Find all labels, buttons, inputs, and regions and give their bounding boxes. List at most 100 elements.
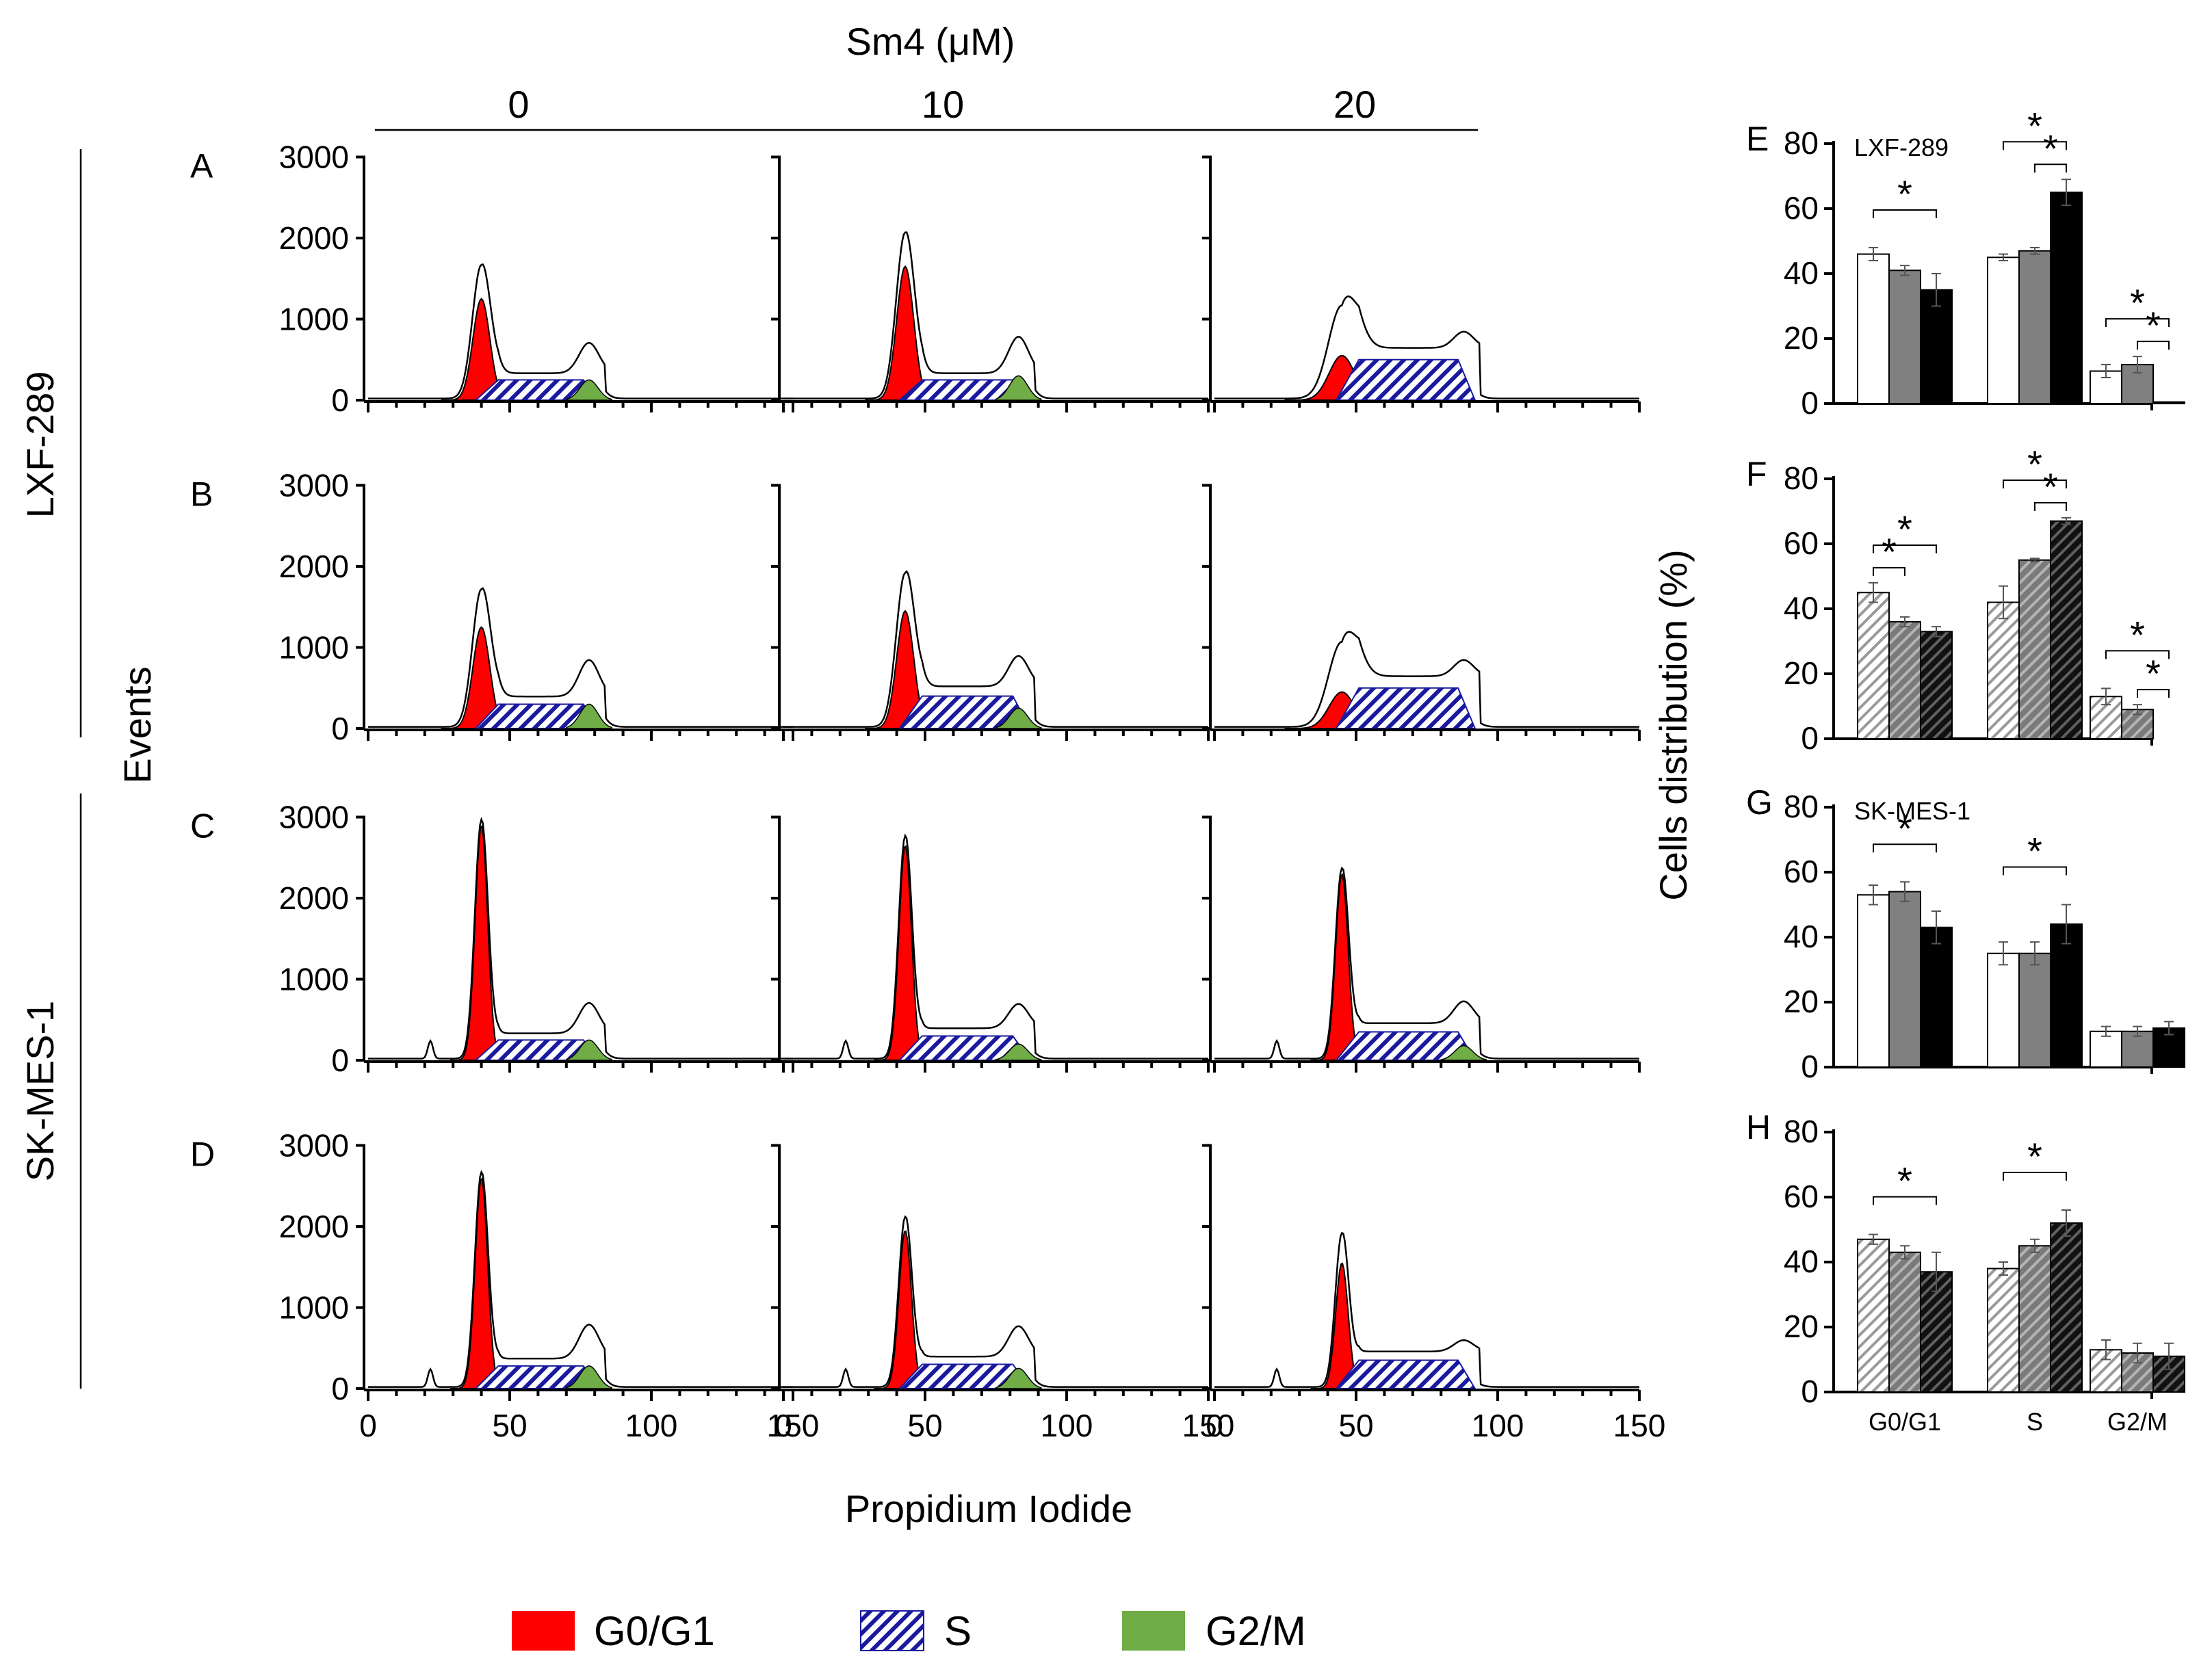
events-axis-label: Events <box>116 666 159 783</box>
category-label: G2/M <box>2107 1408 2168 1436</box>
legend-swatch-g2m <box>1122 1611 1185 1651</box>
dose-10: 10 <box>922 83 964 126</box>
panel-label-h: H <box>1746 1108 1771 1146</box>
x-tick-label: 150 <box>767 1408 820 1443</box>
y-tick-label: 20 <box>1784 984 1819 1019</box>
y-tick-label: 2000 <box>279 220 349 256</box>
histogram-outline <box>368 1170 793 1388</box>
y-tick-label: 3000 <box>279 800 349 835</box>
category-label: G0/G1 <box>1869 1408 1941 1436</box>
bar-2-2 <box>2152 401 2185 404</box>
significance-bracket <box>2137 689 2170 698</box>
y-tick-label: 2000 <box>279 1209 349 1244</box>
significance-bracket <box>2034 502 2067 511</box>
significance-star: * <box>2146 652 2161 695</box>
histogram-d-1: 0 50 100 150 <box>771 1144 1235 1443</box>
y-tick-label: 0 <box>331 711 349 746</box>
histogram-d-2: 0 50 100 150 <box>1202 1144 1666 1443</box>
x-tick-label: 100 <box>1472 1408 1524 1443</box>
y-tick-label: 80 <box>1784 460 1819 496</box>
panel-label-a: A <box>190 147 213 185</box>
s-phase-area <box>1334 1031 1476 1061</box>
g0g1-area <box>874 845 931 1061</box>
significance-star: * <box>1897 508 1912 551</box>
y-tick-label: 2000 <box>279 880 349 916</box>
x-tick-label: 100 <box>1041 1408 1093 1443</box>
significance-star: * <box>1897 1159 1912 1203</box>
significance-star: * <box>1882 530 1897 573</box>
histogram-c-2 <box>1202 815 1641 1073</box>
panel-label-c: C <box>190 807 215 845</box>
histogram-c-1 <box>771 815 1210 1073</box>
y-tick-label: 1000 <box>279 302 349 337</box>
s-phase-area <box>473 1039 602 1061</box>
x-tick-label: 50 <box>1338 1408 1373 1443</box>
bar-0-2 <box>1920 289 1953 404</box>
y-tick-label: 0 <box>331 382 349 418</box>
x-tick-label: 0 <box>359 1408 377 1443</box>
y-tick-label: 80 <box>1784 1114 1819 1149</box>
significance-star: * <box>2043 465 2058 508</box>
x-tick-label: 150 <box>1613 1408 1666 1443</box>
legend-label-g2m: G2/M <box>1206 1608 1306 1654</box>
bar-panel-g: G SK-MES-1 0 20 40 60 80 * * <box>1746 783 2185 1084</box>
y-tick-label: 40 <box>1784 919 1819 954</box>
s-phase-area <box>1334 1359 1476 1389</box>
significance-star: * <box>2146 304 2161 347</box>
bar-0-1 <box>1888 891 1921 1068</box>
g2m-area <box>566 379 612 401</box>
x-tick-label: 150 <box>1182 1408 1235 1443</box>
histogram-outline <box>368 263 793 399</box>
bar-0-1 <box>1888 1251 1921 1393</box>
g2m-area <box>995 1367 1042 1389</box>
y-tick-label: 3000 <box>279 468 349 503</box>
g2m-area <box>995 707 1042 729</box>
s-phase-area <box>473 379 602 401</box>
histogram-b-0: 0 1000 2000 3000 <box>279 468 794 746</box>
y-tick-label: 0 <box>1801 1374 1819 1409</box>
y-tick-label: 1000 <box>279 1290 349 1326</box>
significance-star: * <box>2130 281 2145 324</box>
significance-star: * <box>2027 830 2042 873</box>
category-label: S <box>2027 1408 2043 1436</box>
bar-2-0 <box>2090 1349 2122 1393</box>
bar-1-2 <box>2050 923 2083 1068</box>
cell-line-lxf: LXF-289 <box>18 371 62 519</box>
header-title: Sm4 (μM) <box>846 20 1015 63</box>
panel-label-d: D <box>190 1136 215 1174</box>
g2m-area <box>995 375 1042 401</box>
y-tick-label: 60 <box>1784 1179 1819 1214</box>
histogram-a-0: 0 1000 2000 3000 <box>279 140 794 418</box>
significance-bracket <box>2003 1172 2067 1181</box>
significance-star: * <box>2043 127 2058 170</box>
histogram-a-2 <box>1202 155 1641 412</box>
histogram-outline <box>368 587 793 728</box>
significance-bracket <box>1873 209 1937 218</box>
bar-1-1 <box>2018 952 2051 1068</box>
dose-20: 20 <box>1333 83 1376 126</box>
bar-1-0 <box>1987 257 2020 404</box>
histogram-c-0: 0 1000 2000 3000 <box>279 800 794 1078</box>
y-tick-label: 80 <box>1784 125 1819 161</box>
cells-distribution-axis-label: Cells distribution (%) <box>1652 549 1695 901</box>
y-tick-label: 0 <box>1801 1049 1819 1084</box>
legend: G0/G1 S G2/M <box>512 1608 1306 1654</box>
significance-bracket <box>1873 544 1937 553</box>
histogram-outline <box>783 570 1208 728</box>
s-phase-area <box>473 1365 602 1389</box>
bar-0-2 <box>1920 631 1953 739</box>
bar-0-1 <box>1888 270 1921 404</box>
legend-swatch-g0g1 <box>512 1611 575 1651</box>
bar-1-0 <box>1987 601 2020 739</box>
histogram-a-1 <box>771 155 1210 412</box>
g2m-area <box>566 703 612 729</box>
s-phase-area <box>898 695 1031 729</box>
dose-0: 0 <box>508 83 529 126</box>
bar-1-2 <box>2050 192 2083 404</box>
x-tick-label: 0 <box>1206 1408 1223 1443</box>
g2m-area <box>995 1043 1042 1061</box>
bar-1-2 <box>2050 1222 2083 1393</box>
